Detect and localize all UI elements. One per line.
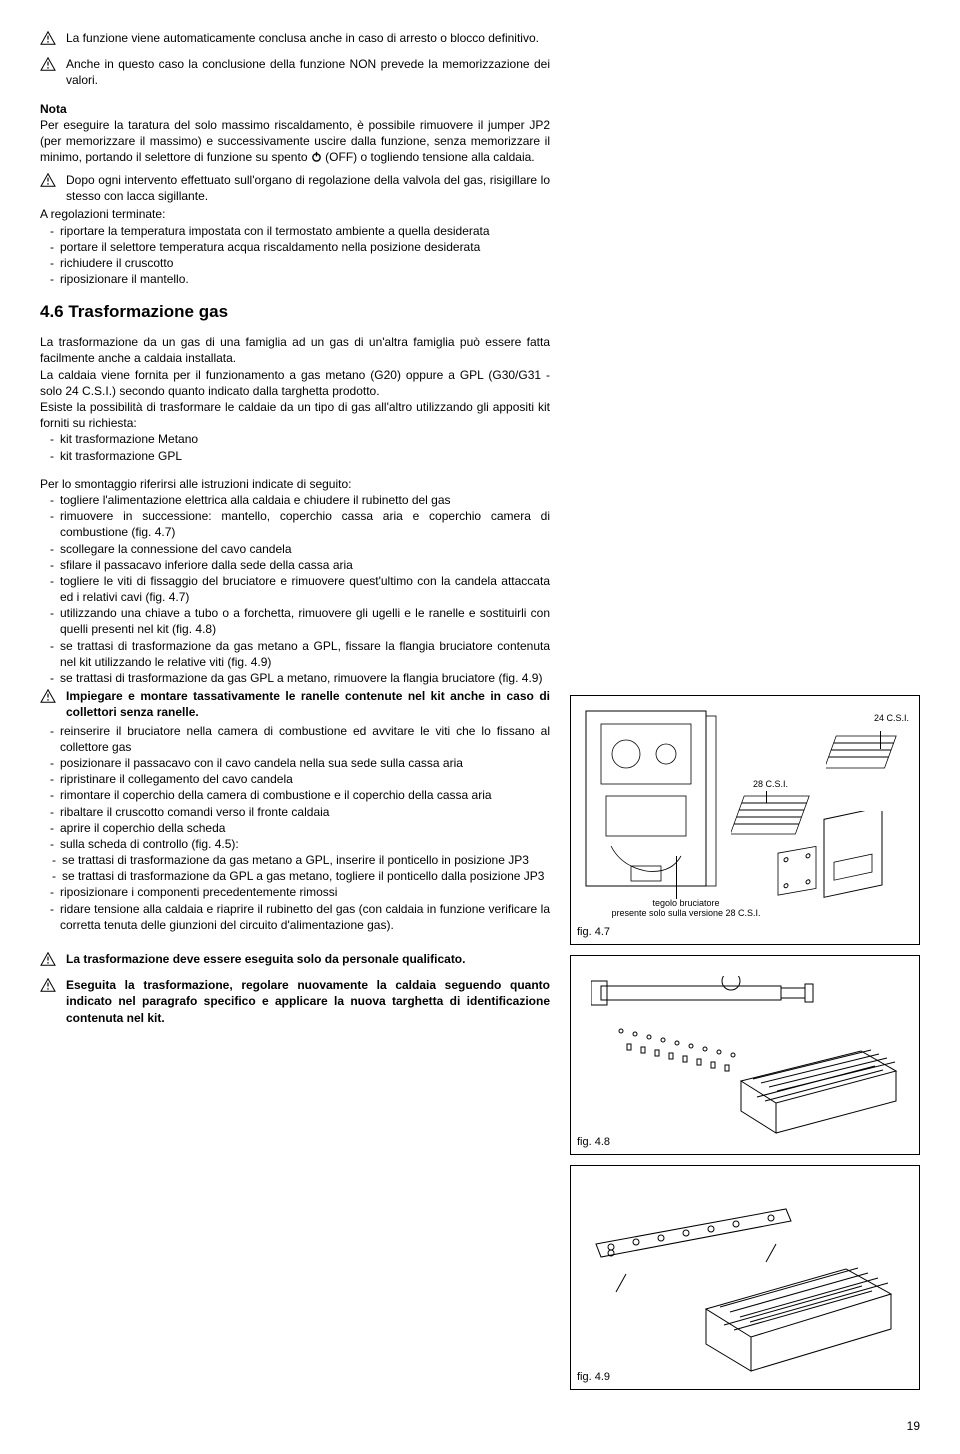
paragraph: La caldaia viene fornita per il funziona…	[40, 367, 550, 399]
power-icon	[311, 150, 322, 166]
list-item: se trattasi di trasformazione da gas met…	[52, 852, 550, 868]
figure-label: fig. 4.9	[577, 1370, 610, 1385]
nota-title: Nota	[40, 101, 550, 117]
steps-c-list: riposizionare i componenti precedentemen…	[40, 884, 550, 933]
list-item: riposizionare i componenti precedentemen…	[50, 884, 550, 900]
right-column: 24 C.S.I. 28 C.S.I. tegolo bruciatore pr…	[570, 30, 920, 1400]
warning-text: La funzione viene automaticamente conclu…	[66, 30, 539, 46]
figure-4-7: 24 C.S.I. 28 C.S.I. tegolo bruciatore pr…	[570, 695, 920, 945]
steps-b-list: reinserire il bruciatore nella camera di…	[40, 723, 550, 853]
figure-4-8: fig. 4.8	[570, 955, 920, 1155]
reg-terminate-title: A regolazioni terminate:	[40, 206, 550, 222]
list-item: kit trasformazione GPL	[50, 448, 550, 464]
warning-block: La funzione viene automaticamente conclu…	[40, 30, 550, 46]
figure-4-9: fig. 4.9	[570, 1165, 920, 1390]
paragraph: La trasformazione da un gas di una famig…	[40, 334, 550, 366]
list-item: se trattasi di trasformazione da gas met…	[50, 638, 550, 670]
reg-list: riportare la temperatura impostata con i…	[40, 223, 550, 288]
warning-block: Impiegare e montare tassativamente le ra…	[40, 688, 550, 720]
list-item: reinserire il bruciatore nella camera di…	[50, 723, 550, 755]
list-item: togliere l'alimentazione elettrica alla …	[50, 492, 550, 508]
list-item: sfilare il passacavo inferiore dalla sed…	[50, 557, 550, 573]
list-item: se trattasi di trasformazione da gas GPL…	[50, 670, 550, 686]
warning-block: Dopo ogni intervento effettuato sull'org…	[40, 172, 550, 204]
warning-text: Impiegare e montare tassativamente le ra…	[66, 688, 550, 720]
text: tegolo bruciatore	[652, 898, 719, 908]
warning-text: La trasformazione deve essere eseguita s…	[66, 951, 465, 967]
list-item: rimuovere in successione: mantello, cope…	[50, 508, 550, 540]
annot-28csi: 28 C.S.I.	[753, 780, 788, 790]
kit-list: kit trasformazione Metano kit trasformaz…	[40, 431, 550, 463]
warning-block: Eseguita la trasformazione, regolare nuo…	[40, 977, 550, 1026]
annot-tegolo: tegolo bruciatore presente solo sulla ve…	[601, 899, 771, 919]
list-item: ribaltare il cruscotto comandi verso il …	[50, 804, 550, 820]
figure-label: fig. 4.7	[577, 925, 610, 940]
text: presente solo sulla versione 28 C.S.I.	[611, 908, 760, 918]
list-item: rimontare il coperchio della camera di c…	[50, 787, 550, 803]
list-item: aprire il coperchio della scheda	[50, 820, 550, 836]
list-item: kit trasformazione Metano	[50, 431, 550, 447]
warning-icon	[40, 173, 58, 187]
annot-24csi: 24 C.S.I.	[874, 714, 909, 724]
warning-icon	[40, 952, 58, 966]
nota-paragraph: Per eseguire la taratura del solo massim…	[40, 117, 550, 166]
warning-icon	[40, 57, 58, 71]
warning-text: Eseguita la trasformazione, regolare nuo…	[66, 977, 550, 1026]
warning-icon	[40, 978, 58, 992]
warning-block: Anche in questo caso la conclusione dell…	[40, 56, 550, 88]
list-item: riportare la temperatura impostata con i…	[50, 223, 550, 239]
list-item: utilizzando una chiave a tubo o a forche…	[50, 605, 550, 637]
text: (OFF) o togliendo tensione alla caldaia.	[325, 150, 534, 164]
section-heading-4-6: 4.6 Trasformazione gas	[40, 301, 550, 324]
sub-steps-list: se trattasi di trasformazione da gas met…	[40, 852, 550, 884]
nota-section: Nota Per eseguire la taratura del solo m…	[40, 101, 550, 166]
page-number: 19	[40, 1418, 920, 1434]
figure-label: fig. 4.8	[577, 1135, 610, 1150]
list-item: richiudere il cruscotto	[50, 255, 550, 271]
list-item: sulla scheda di controllo (fig. 4.5):	[50, 836, 550, 852]
list-item: ridare tensione alla caldaia e riaprire …	[50, 901, 550, 933]
list-item: scollegare la connessione del cavo cande…	[50, 541, 550, 557]
paragraph: Per lo smontaggio riferirsi alle istruzi…	[40, 476, 550, 492]
steps-a-list: togliere l'alimentazione elettrica alla …	[40, 492, 550, 686]
left-column: La funzione viene automaticamente conclu…	[40, 30, 550, 1400]
warning-icon	[40, 689, 58, 703]
list-item: ripristinare il collegamento del cavo ca…	[50, 771, 550, 787]
warning-text: Dopo ogni intervento effettuato sull'org…	[66, 172, 550, 204]
warning-text: Anche in questo caso la conclusione dell…	[66, 56, 550, 88]
list-item: posizionare il passacavo con il cavo can…	[50, 755, 550, 771]
list-item: se trattasi di trasformazione da GPL a g…	[52, 868, 550, 884]
list-item: riposizionare il mantello.	[50, 271, 550, 287]
list-item: togliere le viti di fissaggio del brucia…	[50, 573, 550, 605]
warning-icon	[40, 31, 58, 45]
paragraph: Esiste la possibilità di trasformare le …	[40, 399, 550, 431]
warning-block: La trasformazione deve essere eseguita s…	[40, 951, 550, 967]
list-item: portare il selettore temperatura acqua r…	[50, 239, 550, 255]
